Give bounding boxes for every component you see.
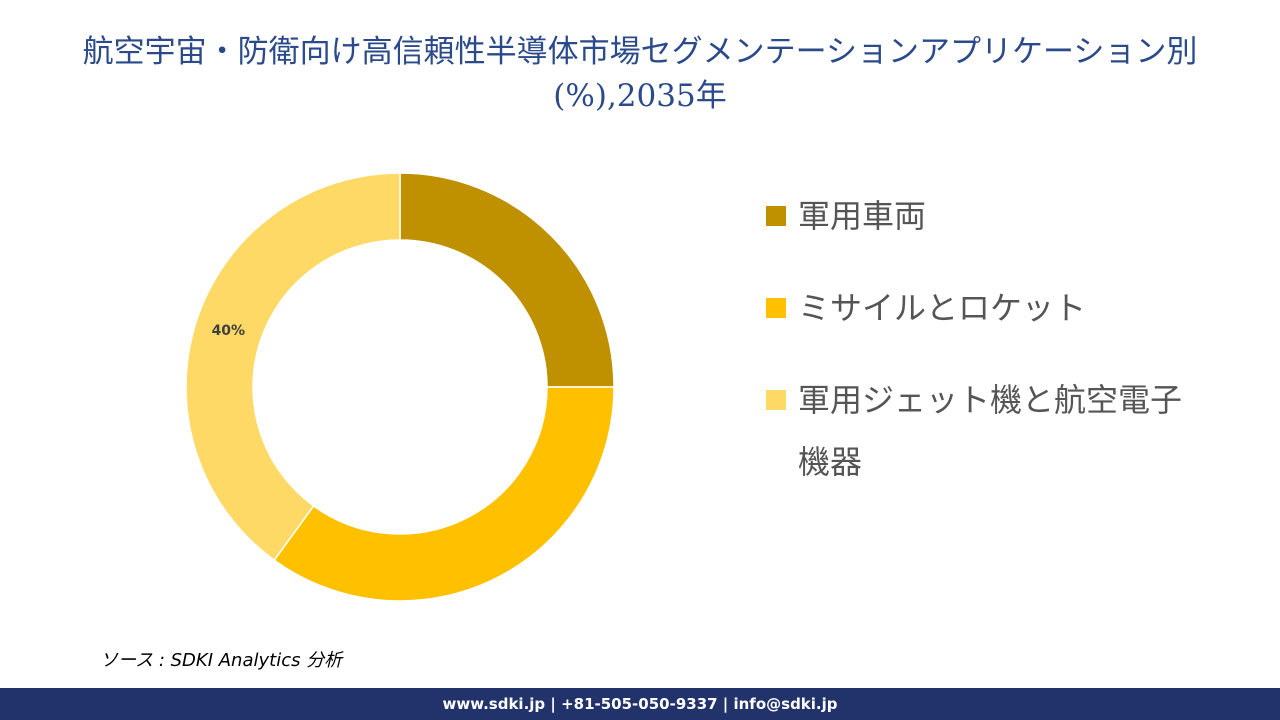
legend-swatch <box>766 390 786 410</box>
donut-slice <box>399 172 615 388</box>
legend-swatch <box>766 298 786 318</box>
legend-item: ミサイルとロケット <box>766 277 1186 339</box>
legend: 軍用車両ミサイルとロケット軍用ジェット機と航空電子機器 <box>766 185 1186 523</box>
legend-label: ミサイルとロケット <box>798 289 1087 327</box>
legend-label: 軍用車両 <box>798 197 927 235</box>
chart-title: 航空宇宙・防衛向け高信頼性半導体市場セグメンテーションアプリケーション別(%),… <box>82 34 1198 114</box>
legend-swatch <box>766 206 786 226</box>
legend-label: 軍用ジェット機と航空電子機器 <box>798 381 1183 481</box>
data-label: 40% <box>212 323 246 339</box>
legend-item: 軍用車両 <box>766 185 1186 247</box>
donut-slice <box>273 386 615 602</box>
legend-item: 軍用ジェット機と航空電子機器 <box>766 369 1186 493</box>
chart: 40% <box>185 172 615 602</box>
donut-slice <box>185 172 401 562</box>
footer: www.sdki.jp | +81-505-050-9337 | info@sd… <box>0 688 1280 720</box>
source: ソース : SDKI Analytics 分析 <box>100 650 343 671</box>
